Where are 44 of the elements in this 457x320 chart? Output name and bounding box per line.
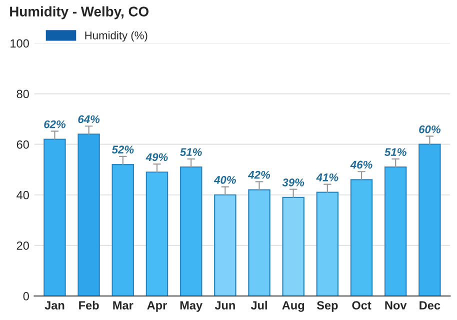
y-tick-label: 80 — [16, 90, 29, 98]
x-tick-label: Feb — [79, 300, 99, 310]
bar — [146, 172, 168, 296]
y-tick-label: 20 — [16, 241, 29, 250]
data-label: 49% — [146, 153, 168, 162]
bar — [78, 134, 100, 296]
bar — [418, 144, 441, 296]
data-label: 39% — [282, 178, 304, 186]
x-tick-label: Apr — [147, 301, 167, 312]
bar — [316, 192, 339, 296]
x-tick-label: Jul — [250, 300, 267, 310]
y-tick-label: 100 — [10, 39, 29, 48]
bar — [112, 164, 134, 296]
x-tick-label: Oct — [352, 301, 372, 310]
data-label: 42% — [248, 170, 270, 179]
bar — [214, 194, 236, 296]
x-tick-label: Mar — [113, 301, 134, 310]
x-tick-label: May — [180, 301, 202, 312]
x-tick-label: Nov — [385, 301, 407, 310]
data-label: 62% — [44, 120, 66, 128]
bar — [282, 196, 304, 296]
x-tick-label: Dec — [420, 301, 440, 310]
bar — [384, 166, 407, 296]
text: Humidity (%) — [85, 31, 148, 42]
data-label: 64% — [78, 115, 100, 124]
x-tick-label: Sep — [316, 301, 338, 312]
bar — [248, 189, 270, 296]
data-label: 41% — [316, 173, 338, 182]
data-label: 52% — [112, 146, 134, 154]
data-label: 60% — [419, 125, 441, 134]
chart-title: Humidity - Welby, CO — [10, 6, 148, 20]
bar — [44, 138, 66, 296]
x-tick-label: Jan — [44, 301, 64, 310]
y-tick-label: 0 — [23, 292, 29, 300]
y-tick-label: 40 — [16, 190, 29, 200]
data-label: 51% — [180, 148, 202, 156]
bar — [180, 166, 202, 296]
x-tick-label: Aug — [282, 301, 304, 312]
x-tick-label: Jun — [214, 301, 235, 310]
y-tick-label: 60 — [16, 140, 29, 149]
data-label: 40% — [214, 176, 236, 184]
bar — [350, 179, 373, 296]
data-label: 51% — [384, 148, 406, 156]
data-label: 46% — [350, 160, 372, 169]
